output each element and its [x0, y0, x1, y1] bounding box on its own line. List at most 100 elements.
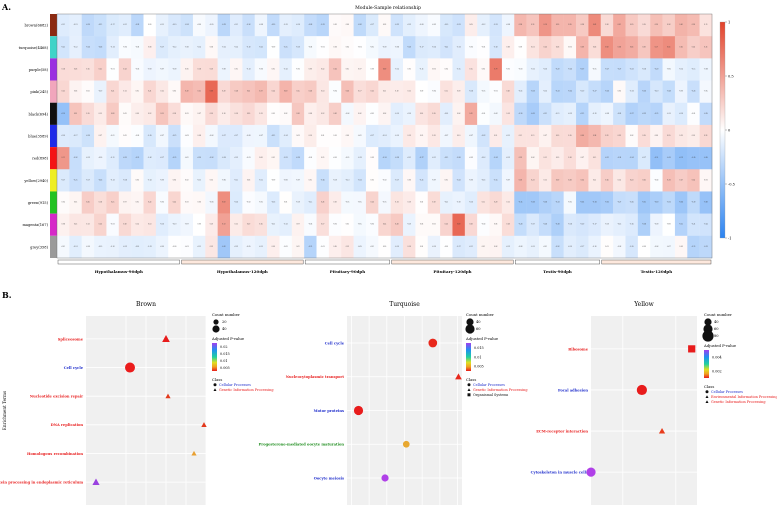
heatmap-cell	[230, 36, 243, 59]
cell-value: -0.28	[308, 24, 312, 26]
enrichment-plot-turquoise: Turquoise0.260.280.30.320.340.360.38Rich…	[259, 301, 529, 511]
heatmap-cell	[69, 102, 82, 126]
cell-value: -0.28	[98, 46, 102, 48]
cell-value: -0.44	[531, 202, 535, 204]
cell-value: -0.01	[481, 46, 485, 48]
cell-value: -0.07	[506, 179, 510, 181]
enrichment-plot-yellow: Yellow0.30.35Rich FactorRibosomeFocal ad…	[531, 301, 777, 511]
heatmap-cell	[650, 80, 663, 103]
cell-value: -0.02	[333, 91, 337, 93]
cell-value: -0.26	[74, 157, 78, 159]
module-label: red(898)	[32, 157, 48, 161]
cell-value: -0.12	[74, 46, 78, 48]
heatmap-cell	[57, 124, 70, 148]
cell-value: 0.05	[309, 179, 312, 181]
cell-value: 0.20	[494, 202, 497, 204]
cell-value: 0.14	[506, 113, 509, 115]
heatmap-cell	[106, 191, 119, 214]
heatmap-cell	[464, 124, 478, 148]
heatmap-cell	[477, 147, 490, 170]
heatmap-cell	[427, 58, 441, 81]
cell-value: 0.11	[408, 91, 411, 93]
cell-value: 0.02	[62, 202, 65, 204]
heatmap-cell	[69, 80, 82, 103]
heatmap-cell	[180, 36, 194, 59]
cell-value: -0.14	[111, 46, 115, 48]
heatmap-cell	[674, 80, 688, 103]
heatmap-cell	[106, 124, 119, 148]
heatmap-cell	[390, 80, 404, 103]
heatmap-cell	[464, 191, 478, 214]
heatmap-cell	[477, 80, 490, 103]
cell-value: 0.10	[210, 224, 213, 226]
module-color-swatch	[50, 235, 57, 258]
cell-value: -0.09	[654, 224, 658, 226]
heatmap-cell	[353, 235, 367, 259]
cell-value: -0.11	[197, 179, 201, 181]
cell-value: 0.04	[432, 68, 435, 70]
module-color-swatch	[50, 14, 57, 37]
cell-value: 0.07	[197, 113, 200, 115]
cell-value: 0.12	[679, 135, 682, 137]
heatmap-cell	[415, 58, 428, 81]
heatmap-cell	[674, 213, 688, 237]
cell-value: 0.22	[618, 135, 621, 137]
heatmap-cell	[341, 235, 354, 259]
cell-value: -0.19	[172, 24, 176, 26]
heatmap-cell	[155, 235, 169, 259]
cell-value: -0.08	[247, 135, 251, 137]
cell-value: -0.17	[111, 24, 115, 26]
legend-count-title: Count number	[466, 312, 494, 317]
heatmap-cell	[662, 169, 676, 192]
cell-value: 0.37	[259, 91, 262, 93]
heatmap-cell	[600, 124, 614, 148]
group-bracket	[304, 259, 390, 265]
data-point	[636, 384, 647, 396]
cell-value: -0.10	[296, 202, 300, 204]
cell-value: 0.12	[136, 224, 139, 226]
cell-value: -0.10	[432, 246, 436, 248]
heatmap-cell	[267, 191, 280, 214]
heatmap-cell	[588, 169, 601, 192]
heatmap-cell	[576, 80, 589, 103]
cell-value: -0.01	[358, 46, 362, 48]
cell-value: -0.49	[704, 157, 708, 159]
heatmap-cell	[403, 124, 416, 148]
term-label: Focal adhesion	[558, 388, 588, 392]
heatmap-cell	[452, 14, 466, 37]
heatmap-cell	[662, 147, 676, 170]
heatmap-cell	[390, 102, 404, 126]
cell-value: -0.23	[457, 24, 461, 26]
cell-value: 0.01	[605, 246, 608, 248]
heatmap-cell	[279, 36, 293, 59]
module-label: pink(245)	[30, 90, 48, 94]
cell-value: -0.35	[679, 224, 683, 226]
cell-value: -0.18	[469, 91, 473, 93]
heatmap-cell	[353, 80, 367, 103]
heatmap-cell	[94, 124, 107, 148]
heatmap-cell	[378, 213, 391, 237]
cell-value: 0.39	[556, 24, 559, 26]
heatmap-cell	[131, 124, 144, 148]
cell-value: 0.50	[222, 224, 225, 226]
cell-value: -0.13	[506, 157, 510, 159]
cell-value: -0.17	[642, 157, 646, 159]
cell-value: 0.10	[395, 91, 398, 93]
cell-value: 0.26	[642, 179, 645, 181]
heatmap-cell	[267, 147, 280, 170]
heatmap-cell	[192, 147, 206, 170]
heatmap-cell	[155, 191, 169, 214]
heatmap-cell	[501, 102, 515, 126]
cell-value: -0.34	[383, 157, 387, 159]
cell-value: 0.16	[235, 113, 238, 115]
heatmap-cell	[205, 169, 218, 192]
heatmap-cell	[217, 58, 231, 81]
cell-value: 0.21	[62, 91, 65, 93]
cell-value: 0.20	[605, 24, 608, 26]
cell-value: 0.30	[296, 113, 299, 115]
heatmap-cell	[267, 58, 280, 81]
heatmap-cell	[390, 213, 404, 237]
heatmap-cell	[440, 102, 453, 126]
heatmap-cell	[254, 80, 268, 103]
heatmap-cell	[155, 102, 169, 126]
